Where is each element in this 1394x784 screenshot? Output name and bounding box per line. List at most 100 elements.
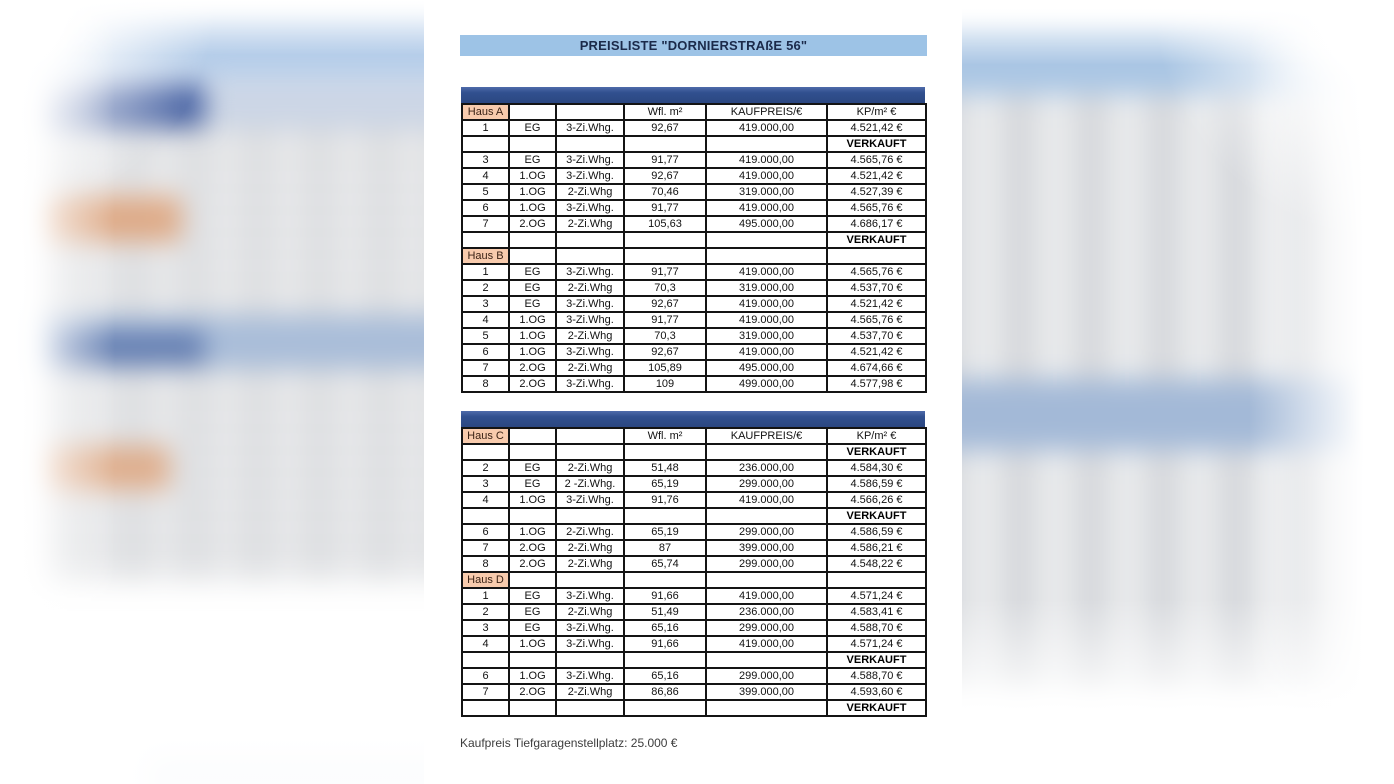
cell-price-per-sqm: 4.521,42 € — [826, 167, 927, 185]
cell-area: 91,77 — [623, 263, 707, 281]
cell-floor: 1.OG — [508, 635, 557, 653]
cell-floor: 2.OG — [508, 359, 557, 377]
cell-area: 92,67 — [623, 119, 707, 137]
cell-floor: 1.OG — [508, 327, 557, 345]
cell-nr: 7 — [461, 215, 510, 233]
table-row-data: 7 2.OG 2-Zi.Whg 105,89 495.000,00 4.674,66 € — [461, 359, 927, 377]
cell-price — [705, 443, 828, 461]
cell-price: 419.000,00 — [705, 311, 828, 329]
cell-area: 92,67 — [623, 167, 707, 185]
cell-price: 419.000,00 — [705, 587, 828, 605]
cell-area: 91,77 — [623, 311, 707, 329]
table-row-sold: VERKAUFT — [461, 651, 927, 669]
cell-floor — [508, 699, 557, 717]
cell-type: 3-Zi.Whg. — [555, 343, 625, 361]
cell-area — [623, 699, 707, 717]
cell-type — [555, 651, 625, 669]
cell-area: 70,3 — [623, 279, 707, 297]
cell-type: 3-Zi.Whg. — [555, 199, 625, 217]
cell-nr: 5 — [461, 183, 510, 201]
table-header-bar — [461, 87, 925, 103]
cell-area: 92,67 — [623, 295, 707, 313]
cell-price-per-sqm: KP/m² € — [826, 427, 927, 445]
cell-price-per-sqm: 4.566,26 € — [826, 491, 927, 509]
cell-type: 2-Zi.Whg — [555, 555, 625, 573]
cell-type: 2-Zi.Whg. — [555, 523, 625, 541]
verkauft-cell: VERKAUFT — [826, 231, 927, 249]
cell-floor — [508, 651, 557, 669]
cell-area: 109 — [623, 375, 707, 393]
cell-price-per-sqm: 4.584,30 € — [826, 459, 927, 477]
cell-price-per-sqm: 4.586,21 € — [826, 539, 927, 557]
cell-area: 65,16 — [623, 619, 707, 637]
cell-area: 86,86 — [623, 683, 707, 701]
cell-price — [705, 507, 828, 525]
table-row-data: 6 1.OG 3-Zi.Whg. 92,67 419.000,00 4.521,42 € — [461, 343, 927, 361]
cell-floor: EG — [508, 119, 557, 137]
cell-type — [555, 231, 625, 249]
cell-price — [705, 231, 828, 249]
cell-price: KAUFPREIS/€ — [705, 103, 828, 121]
cell-price: 419.000,00 — [705, 167, 828, 185]
cell-price-per-sqm: 4.521,42 € — [826, 119, 927, 137]
cell-price: 419.000,00 — [705, 635, 828, 653]
table-row-data: 2 EG 2-Zi.Whg 70,3 319.000,00 4.537,70 € — [461, 279, 927, 297]
cell-area: 87 — [623, 539, 707, 557]
table-row-data: 4 1.OG 3-Zi.Whg. 91,77 419.000,00 4.565,76 € — [461, 311, 927, 329]
cell-floor: 2.OG — [508, 555, 557, 573]
cell-area: Wfl. m² — [623, 103, 707, 121]
cell-floor: EG — [508, 263, 557, 281]
cell-type: 2-Zi.Whg — [555, 215, 625, 233]
cell-price: KAUFPREIS/€ — [705, 427, 828, 445]
cell-area: 91,66 — [623, 635, 707, 653]
cell-price — [705, 247, 828, 265]
cell-floor — [508, 507, 557, 525]
cell-price-per-sqm: 4.565,76 € — [826, 311, 927, 329]
cell-area — [623, 651, 707, 669]
table-row-house: Haus B — [461, 247, 927, 265]
cell-type: 3-Zi.Whg. — [555, 167, 625, 185]
cell-type — [555, 507, 625, 525]
cell-price: 299.000,00 — [705, 619, 828, 637]
table-row-data: 8 2.OG 2-Zi.Whg 65,74 299.000,00 4.548,22 € — [461, 555, 927, 573]
document-page: PREISLISTE "DORNIERSTRAßE 56" Haus A Wfl.… — [424, 0, 962, 784]
cell-price: 499.000,00 — [705, 375, 828, 393]
cell-price: 319.000,00 — [705, 183, 828, 201]
cell-area: 65,19 — [623, 523, 707, 541]
cell-price-per-sqm — [826, 247, 927, 265]
cell-area: 65,19 — [623, 475, 707, 493]
cell-price: 419.000,00 — [705, 199, 828, 217]
cell-area — [623, 135, 707, 153]
cell-floor: 1.OG — [508, 491, 557, 509]
cell-price: 399.000,00 — [705, 683, 828, 701]
cell-price — [705, 651, 828, 669]
cell-nr: 3 — [461, 475, 510, 493]
cell-nr: 7 — [461, 539, 510, 557]
price-table-haus-c-d: Haus C Wfl. m² KAUFPREIS/€ KP/m² € VERKAUFT 2… — [461, 427, 927, 717]
table-row-data: 7 2.OG 2-Zi.Whg 105,63 495.000,00 4.686,17 € — [461, 215, 927, 233]
cell-price-per-sqm: 4.565,76 € — [826, 199, 927, 217]
cell-floor: EG — [508, 587, 557, 605]
table-row-data: 8 2.OG 3-Zi.Whg. 109 499.000,00 4.577,98 € — [461, 375, 927, 393]
cell-area: 70,3 — [623, 327, 707, 345]
cell-area — [623, 247, 707, 265]
cell-area: 105,63 — [623, 215, 707, 233]
cell-price-per-sqm — [826, 571, 927, 589]
cell-price-per-sqm: 4.521,42 € — [826, 343, 927, 361]
cell-type — [555, 103, 625, 121]
cell-price-per-sqm: 4.565,76 € — [826, 151, 927, 169]
cell-price: 495.000,00 — [705, 215, 828, 233]
cell-type — [555, 427, 625, 445]
cell-type: 2-Zi.Whg — [555, 183, 625, 201]
table-row-house: Haus D — [461, 571, 927, 589]
cell-price: 299.000,00 — [705, 667, 828, 685]
cell-area — [623, 231, 707, 249]
cell-type: 3-Zi.Whg. — [555, 667, 625, 685]
cell-nr: 3 — [461, 151, 510, 169]
cell-price-per-sqm: 4.686,17 € — [826, 215, 927, 233]
cell-type — [555, 571, 625, 589]
cell-price-per-sqm: 4.537,70 € — [826, 327, 927, 345]
table-row-data: 1 EG 3-Zi.Whg. 91,77 419.000,00 4.565,76 € — [461, 263, 927, 281]
verkauft-cell: VERKAUFT — [826, 507, 927, 525]
cell-type: 3-Zi.Whg. — [555, 635, 625, 653]
